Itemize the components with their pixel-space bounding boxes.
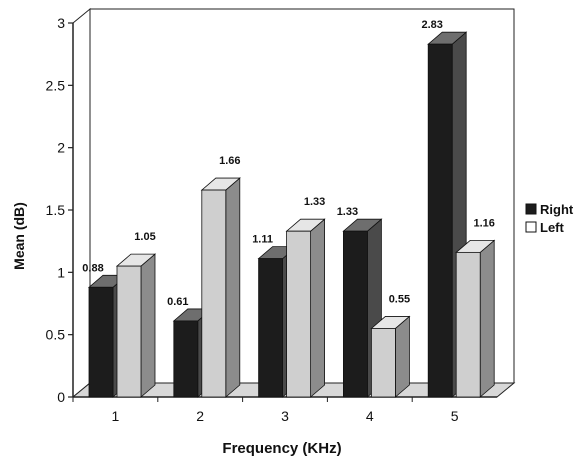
bar-front bbox=[116, 265, 142, 398]
data-label: 1.11 bbox=[252, 234, 273, 246]
data-label: 1.16 bbox=[473, 217, 494, 229]
legend-label-left: Left bbox=[540, 220, 565, 235]
y-axis-title: Mean (dB) bbox=[11, 202, 27, 270]
y-tick-label: 2 bbox=[57, 140, 65, 156]
data-label: 1.33 bbox=[304, 196, 325, 208]
x-axis-title: Frequency (KHz) bbox=[222, 440, 341, 457]
x-tick-label: 5 bbox=[451, 408, 459, 424]
legend: Right Left bbox=[525, 202, 574, 235]
side-wall bbox=[72, 7, 91, 399]
x-axis: 1 2 3 4 5 bbox=[72, 396, 497, 424]
bar-left-1 bbox=[115, 253, 157, 398]
data-label: 0.88 bbox=[82, 262, 103, 274]
bar-side bbox=[394, 315, 410, 398]
bar-left-4 bbox=[370, 315, 411, 398]
bar-side bbox=[140, 253, 156, 398]
bar-front bbox=[258, 258, 284, 398]
data-label: 1.05 bbox=[134, 231, 155, 243]
bar-left-2 bbox=[200, 177, 241, 398]
data-label: 2.83 bbox=[421, 19, 442, 31]
bar-front bbox=[370, 328, 396, 398]
data-label: 0.61 bbox=[167, 296, 188, 308]
bar-front bbox=[342, 230, 368, 398]
bar-front bbox=[173, 320, 199, 398]
bar-left-5 bbox=[455, 239, 496, 398]
bar-right-4 bbox=[342, 218, 383, 398]
y-tick-label: 0.5 bbox=[46, 327, 66, 343]
bar-front bbox=[286, 230, 312, 398]
x-tick-label: 3 bbox=[281, 408, 289, 424]
y-tick-label: 0 bbox=[57, 389, 65, 405]
bar-side bbox=[479, 239, 495, 398]
y-tick-label: 3 bbox=[57, 15, 65, 31]
legend-label-right: Right bbox=[540, 202, 574, 217]
bar-side bbox=[310, 218, 326, 398]
bar-front bbox=[88, 286, 114, 398]
legend-swatch-right bbox=[525, 203, 537, 215]
data-labels: 0.88 1.05 0.61 1.66 1.11 1.33 1.33 0.55 2.83 1.16 bbox=[82, 19, 495, 308]
y-axis: 0 0.5 1 1.5 2 2.5 3 bbox=[46, 15, 74, 405]
bars bbox=[87, 31, 496, 398]
data-label: 1.66 bbox=[219, 155, 240, 167]
bar-front bbox=[201, 189, 227, 398]
y-tick-label: 2.5 bbox=[46, 77, 66, 93]
legend-swatch-left bbox=[525, 221, 537, 233]
bar-left-3 bbox=[285, 218, 326, 398]
data-label: 1.33 bbox=[337, 206, 358, 218]
bar-front bbox=[427, 43, 453, 398]
x-tick-label: 4 bbox=[366, 408, 374, 424]
y-tick-label: 1.5 bbox=[46, 202, 66, 218]
bar-side bbox=[225, 177, 241, 398]
x-tick-label: 1 bbox=[112, 408, 120, 424]
data-label: 0.55 bbox=[389, 293, 410, 305]
bar-front bbox=[455, 251, 481, 398]
y-tick-label: 1 bbox=[57, 264, 65, 280]
x-tick-label: 2 bbox=[196, 408, 204, 424]
